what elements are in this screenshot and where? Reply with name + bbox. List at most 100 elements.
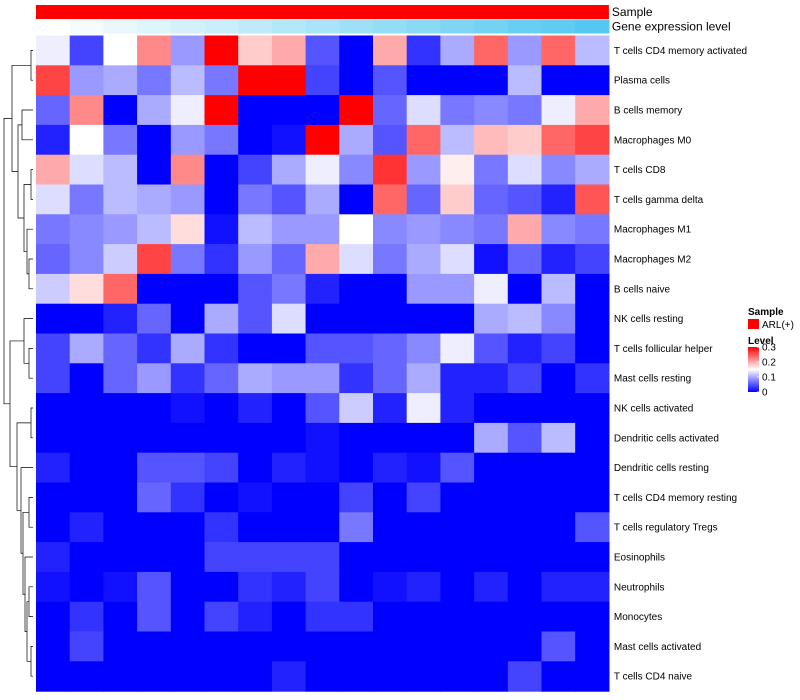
heatmap-cell — [406, 601, 441, 633]
row-label: NK cells activated — [614, 404, 693, 415]
heatmap-cell — [170, 661, 206, 692]
heatmap-cell — [69, 512, 104, 543]
heatmap-cell — [69, 214, 104, 245]
heatmap-cells — [36, 35, 610, 692]
heatmap-cell — [406, 303, 441, 335]
heatmap-cell — [305, 571, 340, 603]
dendrogram-branch — [23, 184, 31, 252]
heatmap-cell — [339, 422, 374, 454]
heatmap-cell — [103, 512, 138, 543]
heatmap-cell — [305, 393, 340, 424]
row-labels: T cells CD4 memory activated Plasma cells… — [614, 46, 747, 683]
heatmap-cell — [440, 661, 475, 692]
heatmap-cell — [238, 661, 273, 692]
dendrogram-branch — [28, 497, 33, 528]
row-label: B cells naive — [614, 284, 671, 295]
heatmap-cell — [305, 631, 340, 662]
heatmap-cell — [339, 303, 374, 335]
heatmap-cell — [238, 124, 273, 156]
heatmap-cell — [305, 154, 340, 186]
expression-annotation-cell — [474, 19, 509, 34]
heatmap-cell — [406, 571, 441, 603]
row-label: Mast cells activated — [614, 642, 701, 653]
heatmap-cell — [103, 601, 138, 633]
heatmap-cell — [406, 512, 441, 543]
heatmap-cell — [541, 124, 576, 156]
heatmap-cell — [305, 542, 340, 573]
heatmap-cell — [204, 95, 239, 126]
legend-tick-label: 0.2 — [762, 358, 776, 369]
heatmap-cell — [137, 601, 172, 633]
heatmap-cell — [373, 35, 408, 66]
heatmap-cell — [238, 273, 273, 305]
heatmap-cell — [406, 422, 441, 454]
heatmap-cell — [406, 35, 441, 66]
heatmap-cell — [137, 273, 172, 305]
heatmap-cell — [271, 124, 307, 156]
heatmap-cell — [474, 273, 509, 305]
heatmap-cell — [406, 95, 441, 126]
heatmap-cell — [137, 452, 172, 484]
heatmap-cell — [541, 65, 576, 96]
heatmap-cell — [575, 273, 610, 305]
heatmap-cell — [170, 482, 206, 513]
heatmap-cell — [103, 333, 138, 364]
heatmap-cell — [238, 631, 273, 662]
heatmap-cell — [238, 95, 273, 126]
row-label: Dendritic cells activated — [614, 433, 719, 444]
heatmap-cell — [373, 482, 408, 513]
heatmap-cell — [103, 95, 138, 126]
heatmap-cell — [440, 333, 475, 364]
heatmap-cell — [339, 631, 374, 662]
heatmap-cell — [406, 393, 441, 424]
heatmap-cell — [305, 512, 340, 543]
heatmap-cell — [204, 244, 239, 275]
heatmap-cell — [238, 333, 273, 364]
heatmap-cell — [305, 124, 340, 156]
heatmap-cell — [103, 303, 138, 335]
heatmap-cell — [575, 601, 610, 633]
expression-annotation-cell — [103, 19, 138, 34]
heatmap-cell — [406, 273, 441, 305]
heatmap-cell — [103, 393, 138, 424]
row-label: Macrophages M1 — [614, 225, 692, 236]
heatmap-cell — [440, 244, 475, 275]
heatmap-cell — [204, 542, 239, 573]
heatmap-cell — [103, 124, 138, 156]
expression-annotation-cell — [271, 19, 307, 34]
heatmap-cell — [373, 303, 408, 335]
heatmap-cell — [339, 124, 374, 156]
heatmap-cell — [271, 154, 307, 186]
heatmap-cell — [440, 214, 475, 245]
heatmap-cell — [575, 184, 610, 215]
dendrogram-branch — [28, 348, 33, 379]
heatmap-cell — [507, 661, 543, 692]
heatmap-cell — [373, 244, 408, 275]
heatmap-cell — [541, 393, 576, 424]
heatmap-cell — [271, 542, 307, 573]
heatmap-cell — [541, 333, 576, 364]
heatmap-cell — [271, 631, 307, 662]
heatmap-cell — [406, 214, 441, 245]
heatmap-cell — [474, 661, 509, 692]
heatmap-cell — [440, 65, 475, 96]
heatmap-cell — [204, 512, 239, 543]
heatmap-cell — [541, 631, 576, 662]
heatmap-cell — [204, 65, 239, 96]
heatmap-cell — [575, 303, 610, 335]
heatmap-cell — [541, 244, 576, 275]
heatmap-cell — [575, 452, 610, 484]
heatmap-cell — [440, 542, 475, 573]
heatmap-cell — [238, 244, 273, 275]
dendrogram-branch — [26, 228, 33, 275]
heatmap-cell — [36, 512, 71, 543]
heatmap-cell — [204, 214, 239, 245]
heatmap-cell — [406, 65, 441, 96]
heatmap-cell — [440, 452, 475, 484]
heatmap-cell — [69, 482, 104, 513]
heatmap-cell — [541, 422, 576, 454]
row-label: NK cells resting — [614, 314, 683, 325]
heatmap-cell — [440, 95, 475, 126]
heatmap-cell — [440, 273, 475, 305]
heatmap-cell — [137, 661, 172, 692]
